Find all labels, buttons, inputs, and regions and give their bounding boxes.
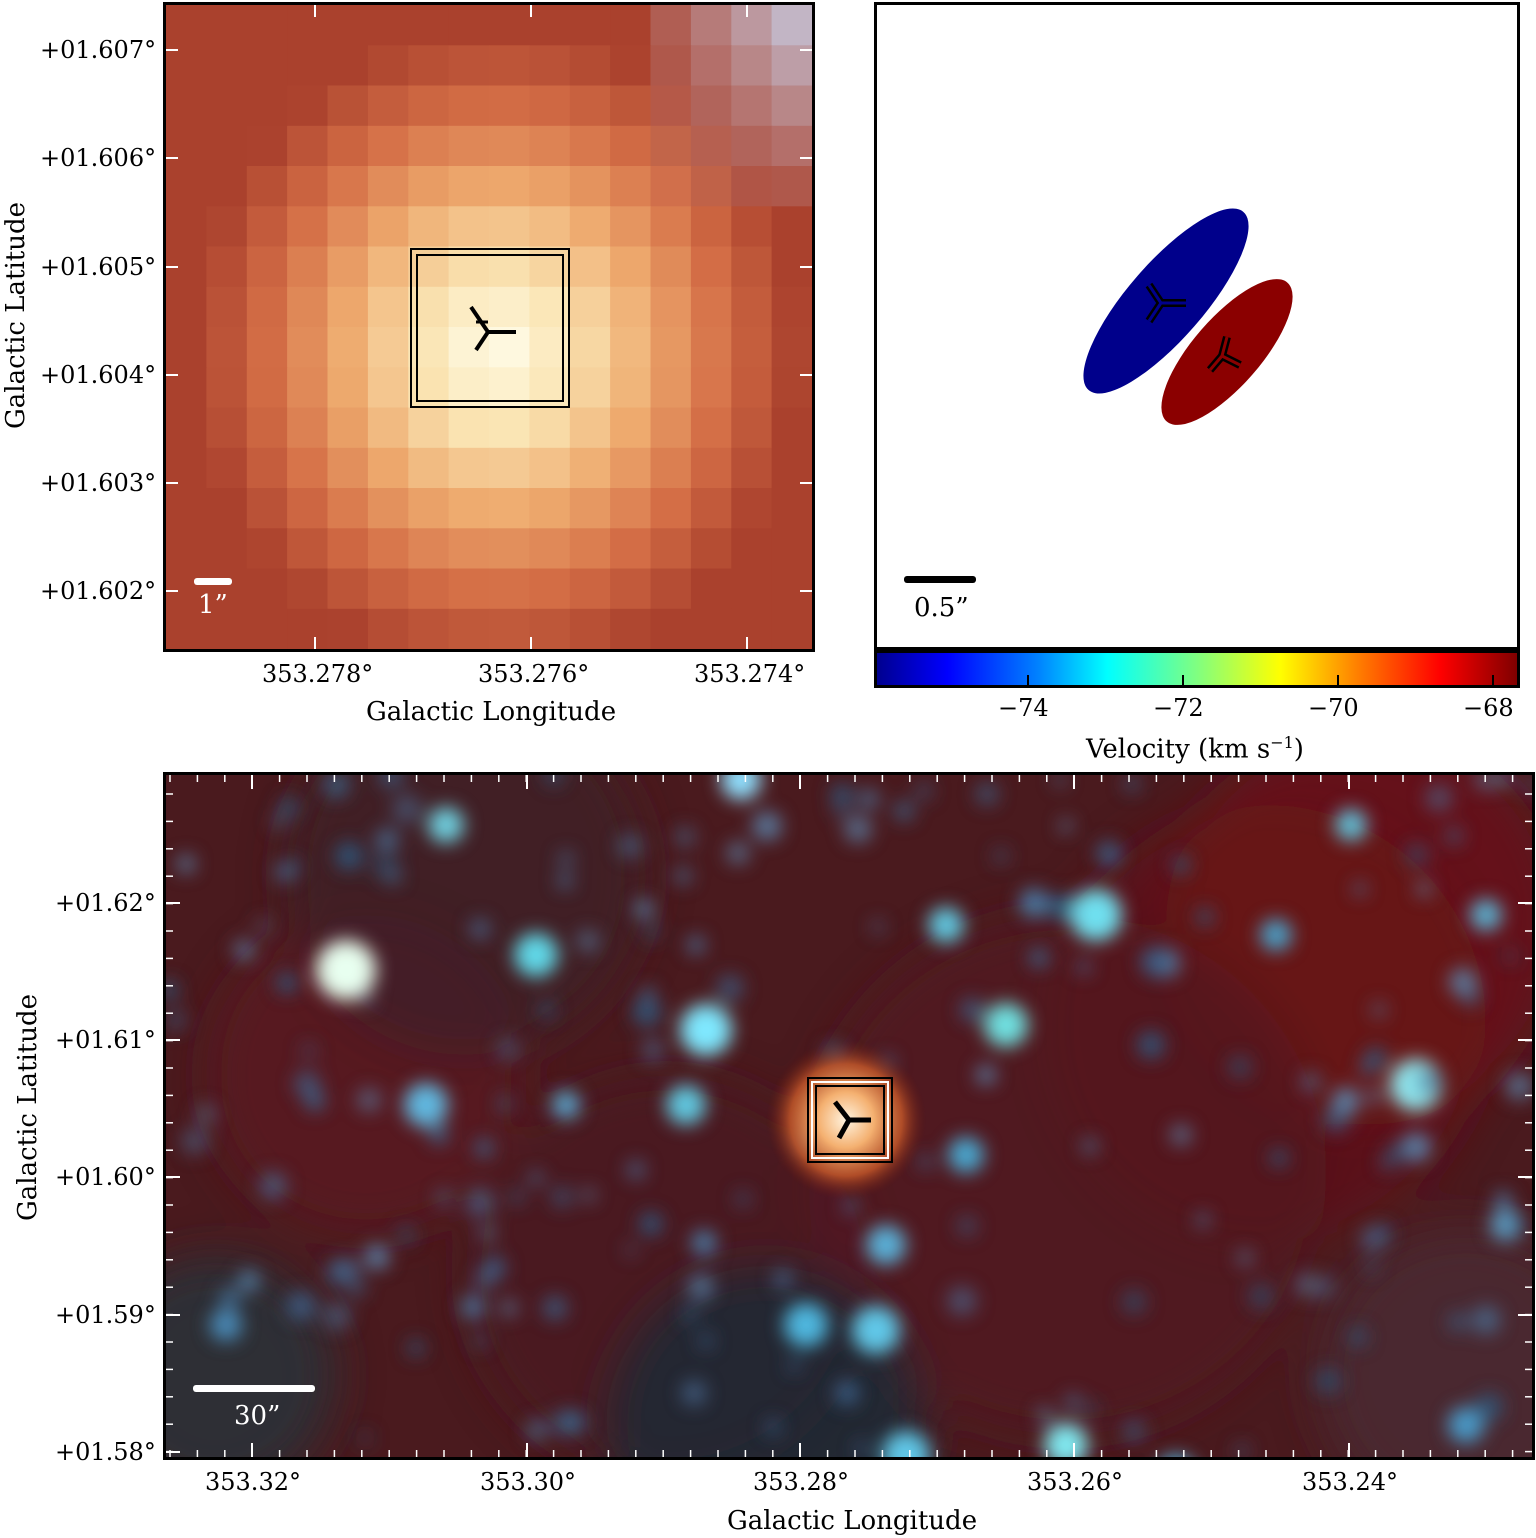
scale-bar	[904, 576, 976, 583]
x-tick-label: 353.24°	[1302, 1468, 1398, 1496]
colorbar-tick-label: −68	[1463, 694, 1514, 722]
scale-label: 30”	[234, 1401, 281, 1431]
velocity-colorbar	[874, 650, 1520, 688]
y-tick-label: +01.61°	[55, 1026, 156, 1054]
velocity-panel: 0.5”	[874, 2, 1520, 650]
outer-box	[410, 248, 570, 408]
zoom-image-panel: 1”	[163, 2, 815, 652]
y-tick-label: +01.605°	[40, 253, 157, 281]
wide-field-panel: 30”	[163, 772, 1535, 1460]
y-tick-label: +01.603°	[40, 469, 157, 497]
star-field-image	[166, 775, 1532, 1457]
y-tick-label: +01.62°	[55, 889, 156, 917]
x-axis-label: Galactic Longitude	[727, 1506, 978, 1536]
colorbar-label: Velocity (km s−1)	[1086, 733, 1304, 765]
y-tick-label: +01.604°	[40, 361, 157, 389]
x-tick-label: 353.28°	[753, 1468, 849, 1496]
colorbar-tick-label: −70	[1308, 694, 1359, 722]
x-tick-label: 353.30°	[480, 1468, 576, 1496]
scale-label: 0.5”	[914, 593, 969, 623]
x-tick-label: 353.32°	[205, 1468, 301, 1496]
scale-bar	[193, 1385, 315, 1392]
y-tick-label: +01.606°	[40, 144, 157, 172]
inner-box	[815, 1085, 885, 1155]
x-tick-label: 353.278°	[262, 660, 374, 688]
y-tick-label: +01.607°	[40, 36, 157, 64]
outer-box	[807, 1077, 893, 1163]
y-tick-label: +01.59°	[55, 1301, 156, 1329]
x-tick-label: 353.26°	[1027, 1468, 1123, 1496]
scale-bar	[194, 578, 232, 585]
marker-overlay	[410, 248, 570, 408]
x-axis-label: Galactic Longitude	[366, 697, 617, 727]
x-tick-label: 353.276°	[478, 660, 590, 688]
y-axis-label: Galactic Latitude	[13, 994, 43, 1221]
tri-marker-icon	[469, 305, 516, 352]
velocity-ellipses	[1083, 208, 1293, 425]
colorbar-tick-label: −74	[998, 694, 1049, 722]
y-tick-label: +01.602°	[40, 577, 157, 605]
scale-label: 1”	[198, 590, 228, 620]
y-axis-label: Galactic Latitude	[1, 202, 31, 429]
y-tick-label: +01.58°	[55, 1438, 156, 1466]
inner-box	[416, 254, 564, 402]
x-tick-label: 353.274°	[694, 660, 806, 688]
colorbar-tick-label: −72	[1153, 694, 1204, 722]
y-tick-label: +01.60°	[55, 1163, 156, 1191]
tri-marker-icon	[833, 1100, 871, 1140]
